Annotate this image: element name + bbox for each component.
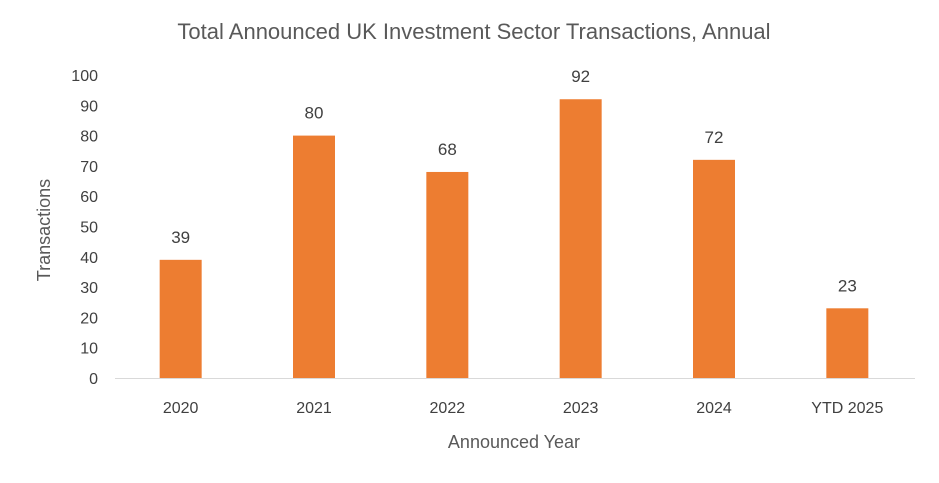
y-tick-label: 50 xyxy=(80,220,98,237)
x-tick-label: 2022 xyxy=(430,400,466,417)
y-tick-label: 0 xyxy=(89,371,98,388)
x-tick-label: YTD 2025 xyxy=(811,400,883,417)
data-label: 23 xyxy=(838,276,857,295)
y-tick-label: 80 xyxy=(80,129,98,146)
y-tick-label: 20 xyxy=(80,310,98,327)
y-tick-label: 100 xyxy=(71,68,98,85)
y-tick-label: 10 xyxy=(80,341,98,358)
y-tick-label: 90 xyxy=(80,98,98,115)
x-tick-label: 2021 xyxy=(296,400,332,417)
data-label: 72 xyxy=(705,128,724,147)
data-label: 39 xyxy=(171,228,190,247)
bars xyxy=(159,99,869,379)
bar-2022 xyxy=(426,171,469,378)
bar-2023 xyxy=(559,99,602,379)
bar-2020 xyxy=(159,259,202,378)
data-labels: 39 80 68 92 72 23 xyxy=(171,67,857,295)
y-tick-label: 30 xyxy=(80,280,98,297)
x-axis-ticks: 2020 2021 2022 2023 2024 YTD 2025 xyxy=(163,400,884,417)
bar-2021 xyxy=(293,135,335,378)
y-axis-title: Transactions xyxy=(34,179,54,281)
bar-ytd-2025 xyxy=(826,308,869,378)
x-tick-label: 2024 xyxy=(696,400,732,417)
y-axis-ticks: 0 10 20 30 40 50 60 70 80 90 100 xyxy=(71,68,98,388)
x-tick-label: 2023 xyxy=(563,400,599,417)
bar-2024 xyxy=(693,159,735,378)
y-tick-label: 70 xyxy=(80,159,98,176)
x-axis-title: Announced Year xyxy=(448,432,580,452)
data-label: 80 xyxy=(305,104,324,123)
chart-title: Total Announced UK Investment Sector Tra… xyxy=(177,19,770,44)
y-tick-label: 40 xyxy=(80,250,98,267)
x-tick-label: 2020 xyxy=(163,400,199,417)
data-label: 92 xyxy=(571,67,590,86)
y-tick-label: 60 xyxy=(80,189,98,206)
data-label: 68 xyxy=(438,140,457,159)
